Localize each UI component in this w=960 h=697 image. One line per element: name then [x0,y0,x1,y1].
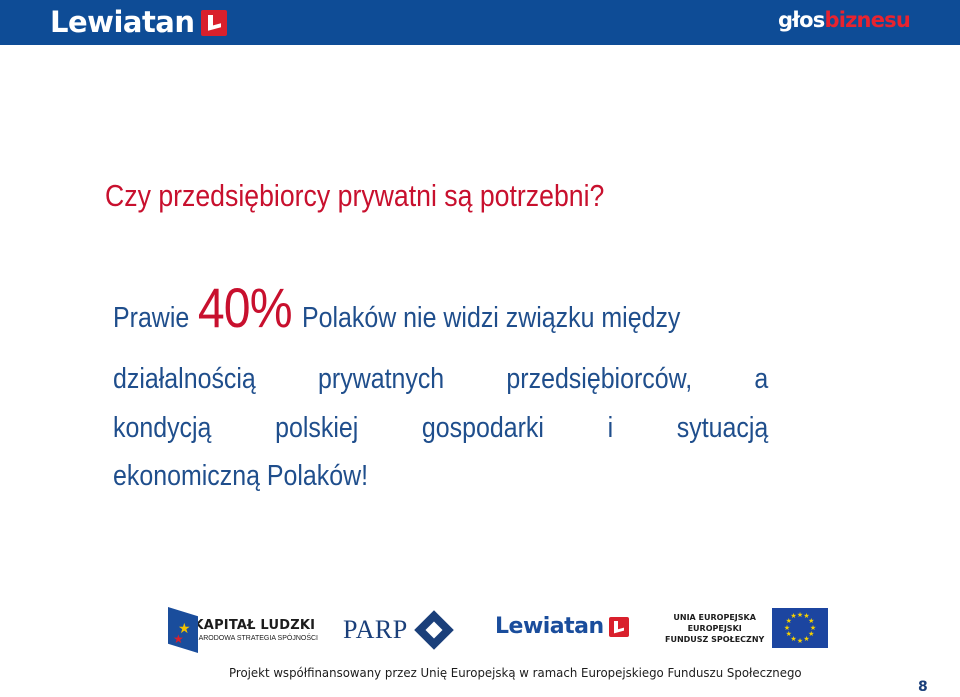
line1-suffix: Polaków nie widzi związku między [302,302,680,335]
eu-star-icon: ★ [808,618,814,625]
eu-star-icon: ★ [786,631,792,638]
eu-star-icon: ★ [797,612,803,619]
body-word: działalnością [113,363,256,403]
eu-line-1: UNIA EUROPEJSKA [673,612,756,623]
parp-logo-text: PARP [343,615,408,645]
parp-logo: PARP [343,608,454,652]
body-word: a [754,363,768,403]
eu-logo: UNIA EUROPEJSKA EUROPEJSKI FUNDUSZ SPOŁE… [665,608,828,648]
eu-flag-icon: ★ ★ ★ ★ ★ ★ ★ ★ ★ ★ ★ ★ [772,608,828,648]
kapital-ludzki-subtitle: NARODOWA STRATEGIA SPÓJNOŚCI [194,635,318,642]
kapital-ludzki-logo: ★ ★ KAPITAŁ LUDZKI NARODOWA STRATEGIA SP… [168,605,318,655]
highlight-percentage: 40% [198,275,292,340]
eu-star-icon: ★ [784,625,790,632]
sponsor-logos: ★ ★ KAPITAŁ LUDZKI NARODOWA STRATEGIA SP… [0,600,960,660]
body-word: kondycją [113,412,211,452]
kapital-ludzki-flag-icon: ★ ★ [168,607,186,653]
body-line-4: ekonomiczną Polaków! [113,460,676,493]
body-word: polskiej [275,412,358,452]
eu-star-icon: ★ [797,638,803,645]
body-word: sytuacją [677,412,768,452]
body-word: prywatnych [318,363,444,403]
eu-star-icon: ★ [790,613,796,620]
body-word: przedsiębiorców, [506,363,692,403]
glos-biznesu-logo: głos biznesu [778,8,910,38]
lewiatan-footer-mark-icon [609,617,629,637]
eu-line-2: EUROPEJSKI [688,623,742,634]
body-line-1: Prawie 40% Polaków nie widzi związku mię… [113,275,676,340]
glos-biznesu-logo-part2: biznesu [825,8,911,32]
line1-prefix: Prawie [113,302,189,335]
footer-cofinancing-note: Projekt współfinansowany przez Unię Euro… [229,666,802,680]
page-number: 8 [918,679,928,695]
slide-title: Czy przedsiębiorcy prywatni są potrzebni… [105,178,604,214]
kapital-ludzki-title: KAPITAŁ LUDZKI [194,618,318,633]
eu-star-icon: ★ [803,636,809,643]
lewiatan-logo-text: Lewiatan [50,5,195,39]
glos-biznesu-logo-part1: głos [778,8,825,32]
lewiatan-logo: Lewiatan [50,3,227,41]
header-bar: Lewiatan głos biznesu [0,0,960,45]
lewiatan-mark-icon [201,10,227,36]
body-word: i [608,412,614,452]
body-word: gospodarki [422,412,544,452]
eu-line-3: FUNDUSZ SPOŁECZNY [665,634,764,645]
parp-mark-icon [414,610,454,650]
lewiatan-footer-logo-text: Lewiatan [495,614,604,639]
body-line-3: kondycją polskiej gospodarki i sytuacją [113,412,768,452]
lewiatan-footer-logo: Lewiatan [495,614,629,639]
body-line-2: działalnością prywatnych przedsiębiorców… [113,363,768,403]
